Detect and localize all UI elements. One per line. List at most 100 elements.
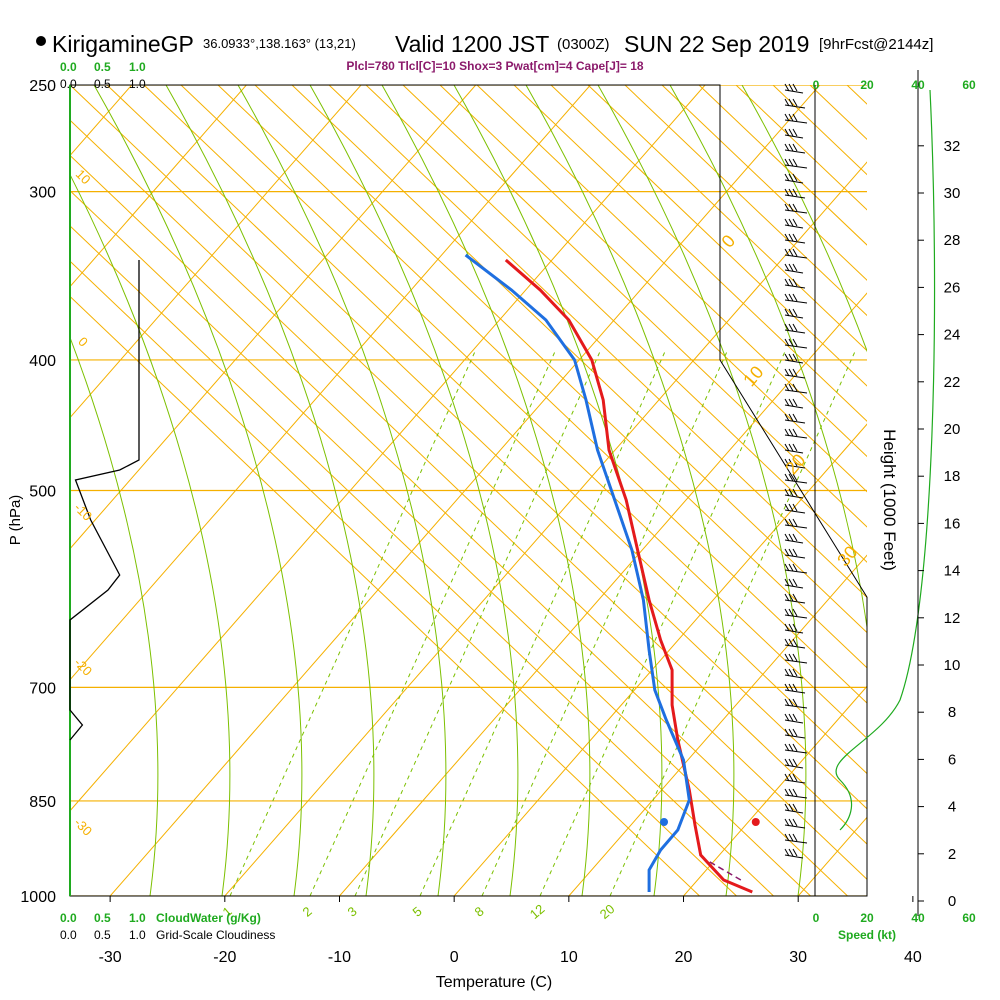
wind-barb bbox=[784, 533, 804, 544]
height-label: 4 bbox=[948, 799, 956, 816]
sounding-traces bbox=[464, 253, 760, 894]
moist-adiabat-line bbox=[309, 85, 519, 896]
wind-barb-feather bbox=[788, 773, 794, 782]
wind-barb-feather bbox=[784, 203, 790, 212]
wind-barb bbox=[784, 473, 808, 484]
wind-barb-feather bbox=[788, 623, 794, 632]
theta-label: -10 bbox=[71, 500, 95, 524]
wind-barb-feather bbox=[784, 533, 790, 542]
wind-barb-feather bbox=[792, 638, 798, 647]
wind-barb-feather bbox=[784, 518, 790, 527]
wind-barb-feather bbox=[784, 488, 790, 497]
height-label: 16 bbox=[944, 515, 961, 532]
mixing-ratio-line bbox=[539, 349, 787, 896]
wind-barb-feather bbox=[788, 83, 794, 92]
cloudwater-bottom-0: 0.0 bbox=[60, 911, 77, 925]
height-label: 32 bbox=[944, 138, 961, 155]
wind-barb-feather bbox=[784, 353, 790, 362]
isotherm-line bbox=[70, 85, 477, 550]
dry-adiabat-line bbox=[624, 85, 867, 317]
isobar-lines bbox=[70, 85, 867, 896]
wind-barb-feather bbox=[792, 473, 798, 482]
wind-barb-feather bbox=[792, 548, 798, 557]
wind-barb-feather bbox=[792, 593, 798, 602]
wind-barb-feather bbox=[788, 503, 794, 512]
wind-barb-feather bbox=[788, 353, 794, 362]
mixing-ratio-label: 8 bbox=[472, 903, 487, 919]
wind-barb-feather bbox=[788, 668, 794, 677]
height-label: 6 bbox=[948, 751, 956, 768]
wind-barb-feather bbox=[784, 698, 790, 707]
cloudwater-top-0: 0.0 bbox=[60, 60, 77, 74]
dry-adiabat-line bbox=[254, 85, 867, 669]
wind-barb-feather bbox=[792, 188, 798, 197]
cloudwater-label: CloudWater (g/Kg) bbox=[156, 911, 261, 925]
wind-barb-feather bbox=[784, 848, 790, 857]
wind-barb bbox=[784, 383, 808, 394]
wind-barb-feather bbox=[788, 608, 794, 617]
wind-barb-feather bbox=[792, 713, 798, 722]
wind-barb-feather bbox=[792, 293, 798, 302]
dry-adiabat-line bbox=[587, 85, 867, 352]
wind-barb bbox=[784, 278, 806, 289]
wind-barb bbox=[784, 578, 804, 589]
wind-barb-staff bbox=[784, 734, 806, 739]
valid-time: Valid 1200 JST bbox=[395, 31, 549, 57]
wind-barb bbox=[784, 338, 808, 349]
wind-barb-feather bbox=[792, 263, 798, 272]
wind-barb-feather bbox=[784, 98, 790, 107]
isotherm-line bbox=[568, 554, 867, 896]
cloudiness-curve bbox=[69, 260, 140, 741]
wind-barb-feather bbox=[792, 308, 798, 317]
pressure-label-700: 700 bbox=[29, 680, 56, 697]
wind-barb-feather bbox=[784, 653, 790, 662]
wind-barb-feather bbox=[784, 173, 790, 182]
wind-barb-feather bbox=[788, 443, 794, 452]
height-label: 22 bbox=[944, 374, 961, 391]
wind-barb bbox=[784, 503, 806, 514]
dry-adiabat-line bbox=[365, 85, 867, 563]
wind-barb-feather bbox=[792, 818, 798, 827]
wind-barb-feather bbox=[788, 848, 794, 857]
x-tick-label: 0 bbox=[450, 949, 459, 966]
wind-barb-feather bbox=[784, 788, 790, 797]
wind-barb-feather bbox=[784, 743, 790, 752]
wind-barb bbox=[784, 563, 808, 574]
wind-barb bbox=[784, 848, 804, 859]
wind-barb-staff bbox=[784, 404, 804, 409]
wind-barb-feather bbox=[788, 248, 794, 257]
wind-barb-feather bbox=[792, 563, 798, 572]
dry-adiabat-line bbox=[476, 85, 867, 458]
mixing-ratio-line bbox=[229, 349, 477, 896]
dry-adiabat-line bbox=[70, 154, 848, 896]
wind-barb-feather bbox=[792, 443, 798, 452]
wind-barb bbox=[784, 98, 806, 109]
wind-barb-feather bbox=[788, 653, 794, 662]
pressure-label-250: 250 bbox=[29, 78, 56, 95]
dry-adiabat-line bbox=[846, 85, 867, 105]
dry-adiabat-line bbox=[180, 85, 867, 740]
isotherm-line bbox=[224, 161, 867, 896]
title-bullet-icon bbox=[36, 36, 46, 46]
dry-adiabat-line bbox=[698, 85, 867, 246]
isotherm-line bbox=[70, 85, 362, 419]
wind-barb bbox=[784, 173, 804, 184]
wind-barb-feather bbox=[784, 218, 790, 227]
moist-adiabat-line bbox=[453, 85, 663, 896]
wind-barb-staff bbox=[784, 134, 804, 139]
wind-barb-feather bbox=[788, 293, 794, 302]
wind-barb-feather bbox=[792, 383, 798, 392]
wind-barb-feather bbox=[788, 788, 794, 797]
height-label: 24 bbox=[944, 327, 961, 344]
wind-barb bbox=[784, 248, 808, 259]
speed-label: Speed (kt) bbox=[838, 928, 896, 942]
wind-barb-feather bbox=[788, 338, 794, 347]
wind-barb-feather bbox=[788, 113, 794, 122]
x-tick-label: -20 bbox=[213, 949, 236, 966]
cloudiness-line bbox=[69, 260, 140, 741]
wind-barb-feather bbox=[788, 98, 794, 107]
wind-barb bbox=[784, 683, 806, 694]
moist-adiabat-line bbox=[597, 85, 807, 896]
wind-barb bbox=[784, 263, 804, 274]
